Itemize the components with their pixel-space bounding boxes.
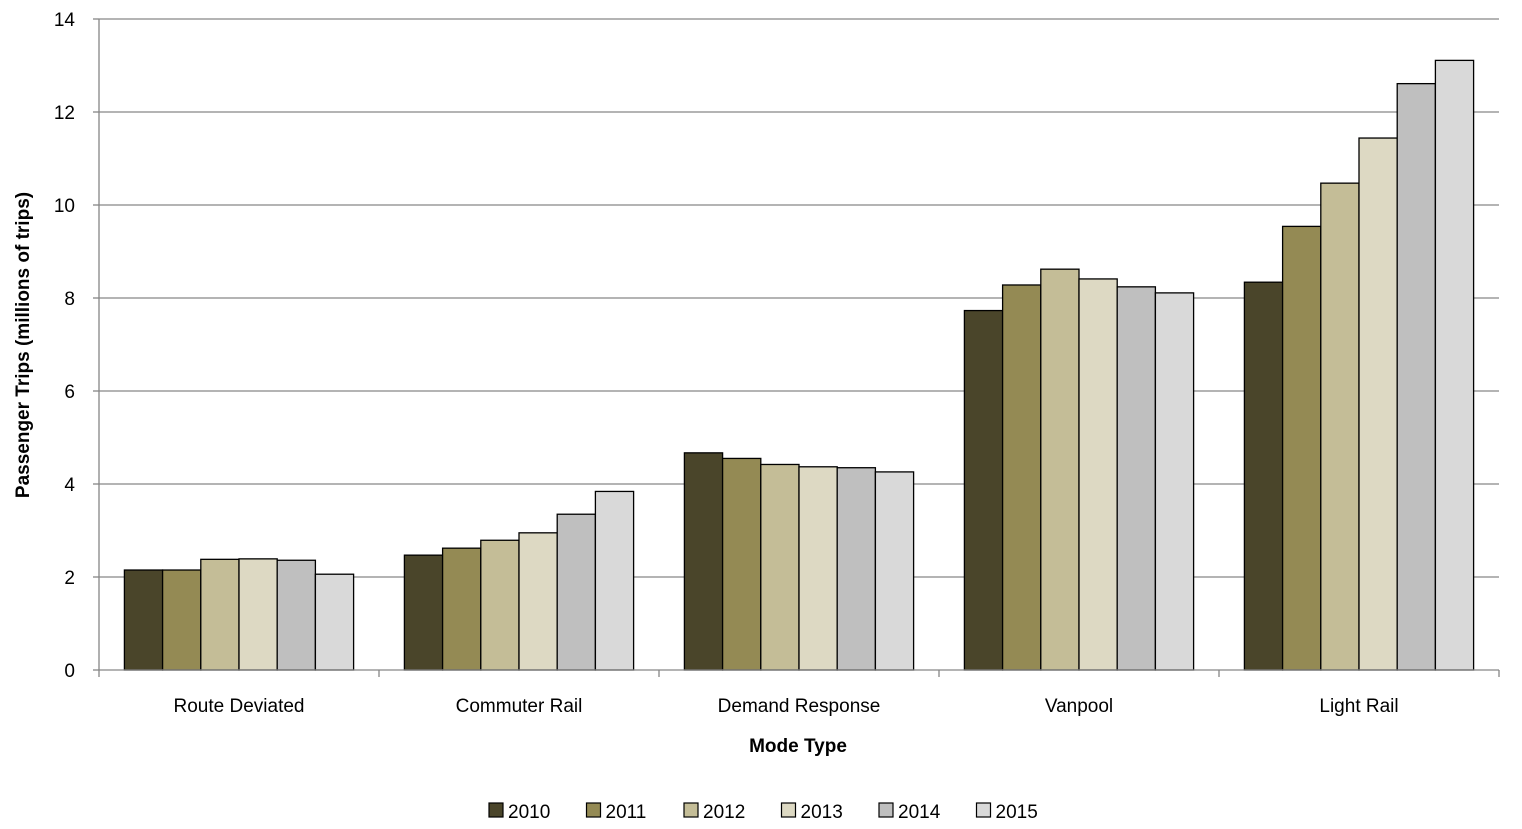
legend-label-2014: 2014	[898, 802, 941, 823]
y-axis-title: Passenger Trips (millions of trips)	[13, 192, 34, 498]
x-category-label: Light Rail	[1319, 696, 1398, 717]
legend-swatch-2015	[975, 802, 992, 818]
bar-2013-commuter-rail	[518, 532, 558, 671]
bar-2010-light-rail	[1243, 281, 1284, 671]
bar-2014-route-deviated	[276, 559, 317, 671]
bar-2013-demand-response	[798, 466, 838, 671]
x-category-labels: Route Deviated Commuter Rail Demand Respon…	[174, 696, 1399, 717]
bar-2013-route-deviated	[238, 558, 278, 671]
bar-2015-demand-response	[874, 471, 915, 671]
legend-label-2010: 2010	[508, 802, 550, 823]
bar-2013-vanpool	[1078, 278, 1118, 671]
bar-2012-light-rail	[1320, 182, 1360, 671]
legend-label-2011: 2011	[606, 802, 647, 823]
axes	[98, 19, 1500, 677]
legend-label-2012: 2012	[703, 802, 745, 823]
y-tick-label: 8	[64, 289, 75, 310]
x-category-label: Route Deviated	[174, 696, 305, 717]
bar-2014-light-rail	[1396, 82, 1437, 671]
bar-2011-route-deviated	[161, 569, 202, 671]
y-tick-label: 0	[64, 661, 75, 682]
y-tick-label: 14	[54, 10, 76, 31]
bar-2014-vanpool	[1116, 286, 1157, 671]
bars	[123, 59, 1475, 671]
bar-2015-vanpool	[1154, 292, 1195, 671]
x-axis-title: Mode Type	[749, 736, 847, 757]
bar-2012-route-deviated	[200, 558, 240, 671]
legend-swatch-2013	[780, 802, 797, 818]
bar-2010-vanpool	[963, 309, 1004, 671]
bar-2010-route-deviated	[123, 569, 164, 671]
bar-2015-route-deviated	[314, 573, 355, 671]
bar-2012-vanpool	[1040, 268, 1080, 671]
bar-2011-demand-response	[721, 457, 762, 671]
legend-swatch-2014	[878, 802, 894, 818]
bar-2011-vanpool	[1001, 284, 1042, 671]
legend-label-2013: 2013	[801, 802, 843, 823]
bar-2010-demand-response	[683, 452, 724, 671]
legend-label-2015: 2015	[996, 802, 1038, 823]
bar-2012-demand-response	[760, 463, 800, 671]
bar-2012-commuter-rail	[480, 539, 520, 671]
legend-swatch-2011	[585, 802, 602, 818]
legend-swatch-2012	[683, 802, 699, 818]
y-tick-label: 2	[64, 568, 75, 589]
x-category-label: Demand Response	[718, 696, 881, 717]
y-tick-label: 6	[64, 382, 75, 403]
bar-2011-commuter-rail	[441, 547, 482, 671]
y-tick-labels: 0 2 4 6 8 10 12 14	[54, 10, 76, 682]
bar-2014-demand-response	[836, 467, 877, 671]
x-category-label: Vanpool	[1045, 696, 1113, 717]
x-category-label: Commuter Rail	[456, 696, 583, 717]
bar-2014-commuter-rail	[556, 513, 597, 671]
bar-2015-commuter-rail	[594, 490, 635, 671]
y-tick-label: 12	[54, 103, 75, 124]
legend-swatch-2010	[488, 802, 504, 818]
bar-2010-commuter-rail	[403, 554, 444, 671]
y-tick-label: 4	[64, 475, 75, 496]
bar-2015-light-rail	[1434, 59, 1475, 671]
y-tick-label: 10	[54, 196, 75, 217]
bar-2013-light-rail	[1358, 137, 1398, 671]
legend: 2010 2011 2012 2013 2014 2015	[488, 802, 1038, 823]
bar-2011-light-rail	[1281, 225, 1322, 671]
